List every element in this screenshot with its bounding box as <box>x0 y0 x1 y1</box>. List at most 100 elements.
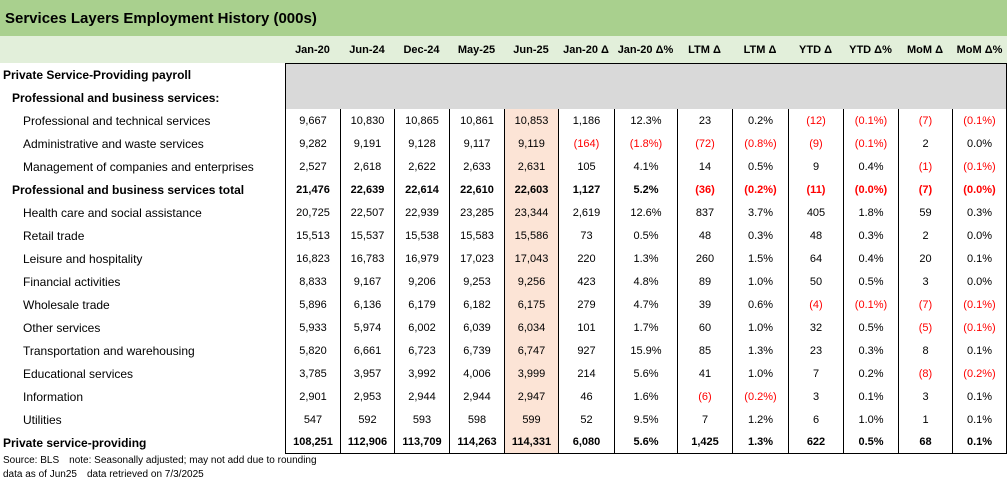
cell-ltm-delta: 260 <box>677 247 732 270</box>
cell-may-25: 9,253 <box>449 270 504 293</box>
column-header-ytd-delta: YTD Δ <box>799 44 832 56</box>
cell-ltm-delta: 85 <box>677 339 732 362</box>
row-label: Financial activities <box>23 274 121 289</box>
cell-jun-24: 6,661 <box>340 339 394 362</box>
cell-mom-delta: (1) <box>898 155 952 178</box>
cell-dec-24: 2,944 <box>394 385 449 408</box>
row-label: Transportation and warehousing <box>23 343 195 358</box>
cell-jan-20-delta-pct: 1.3% <box>614 247 677 270</box>
cell-mom-delta-pct: 0.0% <box>952 270 1007 293</box>
cell-may-25: 22,610 <box>449 178 504 201</box>
cell-mom-delta: 2 <box>898 224 952 247</box>
cell-jan-20-delta: 105 <box>558 155 614 178</box>
table-row-private-service-providing-payroll: Private Service-Providing payroll <box>0 63 1007 86</box>
table-row-administrative-and-waste-services: Administrative and waste services 9,282 9,… <box>0 132 1007 155</box>
cell-jun-24: 10,830 <box>340 109 394 132</box>
table-row-educational-services: Educational services 3,785 3,957 3,992 4,006… <box>0 362 1007 385</box>
cell-ltm-delta: 89 <box>677 270 732 293</box>
cell-ytd-delta: 64 <box>788 247 843 270</box>
cell-dec-24: 6,002 <box>394 316 449 339</box>
cell-ytd-delta: 405 <box>788 201 843 224</box>
cell-may-25: 6,039 <box>449 316 504 339</box>
column-header-jan-20-delta: Jan-20 Δ <box>563 44 609 56</box>
cell-jan-20-delta: 6,080 <box>558 431 614 454</box>
cell-mom-delta: (8) <box>898 362 952 385</box>
cell-mom-delta-pct: (0.1%) <box>952 109 1007 132</box>
cell-jun-25: 114,331 <box>504 431 558 454</box>
cell-jun-24: 112,906 <box>340 431 394 454</box>
cell-mom-delta-pct: (0.2%) <box>952 362 1007 385</box>
cell-mom-delta: 1 <box>898 408 952 431</box>
cell-jan-20: 2,527 <box>285 155 340 178</box>
cell-ytd-delta: 23 <box>788 339 843 362</box>
cell-mom-delta: (7) <box>898 109 952 132</box>
retrieval-date-note: data retrieved on 7/3/2025 <box>86 469 204 480</box>
cell-ytd-delta: (12) <box>788 109 843 132</box>
cell-jan-20: 21,476 <box>285 178 340 201</box>
cell-jan-20-delta-pct: 12.3% <box>614 109 677 132</box>
cell-ytd-delta-pct: (0.1%) <box>843 109 898 132</box>
table-row-retail-trade: Retail trade 15,513 15,537 15,538 15,583 15,5… <box>0 224 1007 247</box>
section-fill <box>285 63 1007 86</box>
row-label: Administrative and waste services <box>23 136 204 151</box>
cell-ltm-delta: 1.5% <box>732 247 788 270</box>
cell-ltm-delta: 1.0% <box>732 316 788 339</box>
cell-jun-25: 17,043 <box>504 247 558 270</box>
cell-jan-20: 15,513 <box>285 224 340 247</box>
cell-jan-20-delta: 220 <box>558 247 614 270</box>
cell-mom-delta: 20 <box>898 247 952 270</box>
cell-jan-20-delta-pct: 1.6% <box>614 385 677 408</box>
column-header-jun-25: Jun-25 <box>513 44 549 56</box>
cell-jan-20: 9,667 <box>285 109 340 132</box>
cell-ytd-delta: 6 <box>788 408 843 431</box>
cell-ltm-delta: 837 <box>677 201 732 224</box>
cell-mom-delta-pct: 0.0% <box>952 224 1007 247</box>
cell-jan-20: 5,896 <box>285 293 340 316</box>
cell-jun-24: 3,957 <box>340 362 394 385</box>
cell-ytd-delta-pct: 0.5% <box>843 270 898 293</box>
table-title: Services Layers Employment History (000s… <box>5 10 317 27</box>
footnote-line-dates: data as of Jun25 data retrieved on 7/3/20… <box>3 468 1003 482</box>
cell-ltm-delta: 3.7% <box>732 201 788 224</box>
cell-jan-20-delta-pct: 12.6% <box>614 201 677 224</box>
table-row-financial-activities: Financial activities 8,833 9,167 9,206 9,253… <box>0 270 1007 293</box>
cell-jan-20-delta: 423 <box>558 270 614 293</box>
row-label: Health care and social assistance <box>23 205 202 220</box>
cell-ltm-delta: (0.2%) <box>732 385 788 408</box>
row-label: Professional and business services: <box>12 90 220 105</box>
cell-mom-delta-pct: (0.0%) <box>952 178 1007 201</box>
data-as-of-note: data as of Jun25 <box>3 469 77 480</box>
cell-may-25: 598 <box>449 408 504 431</box>
column-header-jan-20-delta-pct: Jan-20 Δ% <box>617 44 674 56</box>
cell-ltm-delta: 41 <box>677 362 732 385</box>
column-header-may-25: May-25 <box>457 44 496 56</box>
cell-jun-25: 22,603 <box>504 178 558 201</box>
cell-ytd-delta-pct: 0.5% <box>843 316 898 339</box>
cell-ytd-delta: 9 <box>788 155 843 178</box>
cell-ytd-delta: (11) <box>788 178 843 201</box>
cell-ytd-delta-pct: (0.1%) <box>843 293 898 316</box>
cell-ytd-delta-pct: 0.3% <box>843 339 898 362</box>
cell-may-25: 2,944 <box>449 385 504 408</box>
header-row: Jan-20 Jun-24 Dec-24 May-25 Jun-25 Jan-20 Δ Ja… <box>0 36 1007 63</box>
cell-jan-20-delta-pct: 0.5% <box>614 224 677 247</box>
table-row-health-care-and-social-assistance: Health care and social assistance 20,725 2… <box>0 201 1007 224</box>
cell-ltm-delta: (36) <box>677 178 732 201</box>
cell-jan-20-delta: 73 <box>558 224 614 247</box>
cell-dec-24: 10,865 <box>394 109 449 132</box>
cell-ytd-delta-pct: 0.3% <box>843 224 898 247</box>
cell-mom-delta: (7) <box>898 293 952 316</box>
cell-dec-24: 3,992 <box>394 362 449 385</box>
cell-jun-25: 599 <box>504 408 558 431</box>
cell-ltm-delta: 60 <box>677 316 732 339</box>
cell-ltm-delta: 0.6% <box>732 293 788 316</box>
table-row-professional-and-business-services-total: Professional and business services total… <box>0 178 1007 201</box>
source-note: Source: BLS <box>3 455 60 466</box>
cell-mom-delta-pct: 0.1% <box>952 431 1007 454</box>
column-header-ltm-delta: LTM Δ <box>743 44 777 56</box>
cell-jan-20-delta: 1,186 <box>558 109 614 132</box>
cell-jun-25: 6,034 <box>504 316 558 339</box>
cell-ltm-delta: 7 <box>677 408 732 431</box>
row-label: Educational services <box>23 366 134 381</box>
cell-mom-delta: (5) <box>898 316 952 339</box>
